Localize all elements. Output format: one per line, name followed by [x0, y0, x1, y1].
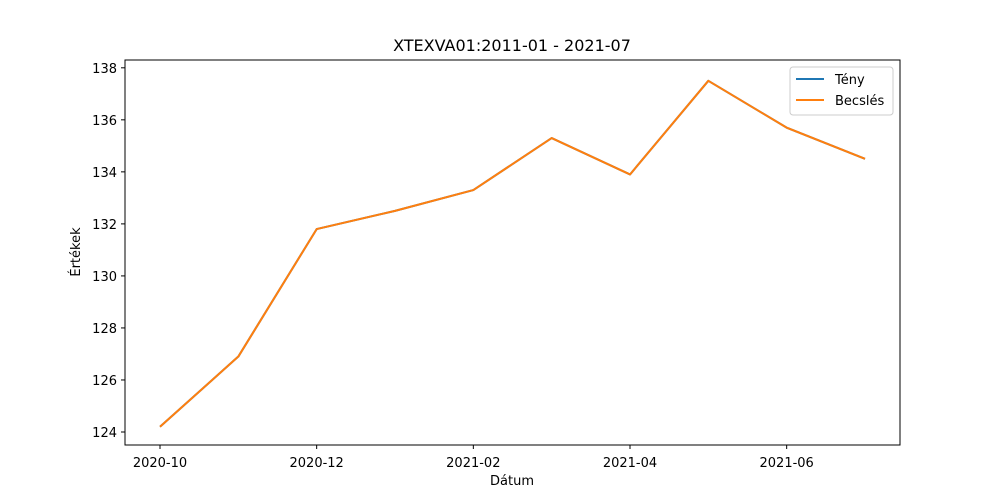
- x-tick-label: 2021-02: [446, 456, 500, 471]
- x-tick-label: 2021-04: [603, 456, 657, 471]
- legend-label-0: Tény: [834, 73, 865, 88]
- series-line-1: [159, 79, 866, 428]
- y-tick-label: 132: [92, 218, 117, 233]
- legend-label-1: Becslés: [835, 94, 884, 109]
- y-tick-label: 124: [92, 426, 117, 441]
- plot-frame: [124, 59, 901, 446]
- chart-title: XTEXVA01:2011-01 - 2021-07: [393, 36, 631, 55]
- y-tick-label: 134: [92, 166, 117, 181]
- series-line-0: [159, 79, 866, 428]
- x-tick-label: 2020-10: [133, 456, 187, 471]
- y-tick-label: 130: [92, 270, 117, 285]
- legend: Tény Becslés: [789, 66, 894, 116]
- x-axis-label: Dátum: [490, 474, 534, 489]
- y-tick-label: 126: [92, 374, 117, 389]
- x-tick-label: 2021-06: [760, 456, 814, 471]
- y-tick-label: 128: [92, 322, 117, 337]
- y-axis-label: Értékek: [68, 227, 84, 277]
- y-tick-label: 136: [92, 114, 117, 129]
- y-axis: 124 126 128 130 132 134 136 138: [92, 62, 125, 441]
- y-tick-label: 138: [92, 62, 117, 77]
- x-axis: 2020-10 2020-12 2021-02 2021-04 2021-06: [133, 445, 814, 471]
- x-tick-label: 2020-12: [290, 456, 344, 471]
